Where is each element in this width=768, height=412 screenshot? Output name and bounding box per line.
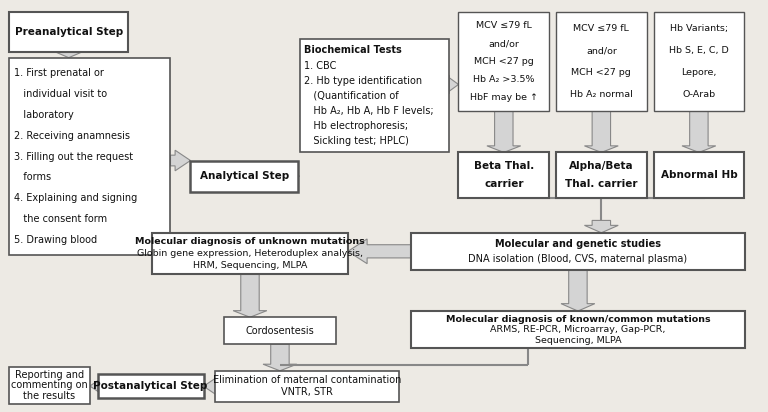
FancyBboxPatch shape: [300, 39, 449, 152]
Polygon shape: [263, 344, 296, 371]
Text: Hb A₂, Hb A, Hb F levels;: Hb A₂, Hb A, Hb F levels;: [304, 106, 434, 116]
Polygon shape: [561, 270, 594, 311]
Text: 4. Explaining and signing: 4. Explaining and signing: [14, 193, 137, 203]
Text: 1. CBC: 1. CBC: [304, 61, 336, 70]
Text: HRM, Sequencing, MLPA: HRM, Sequencing, MLPA: [193, 261, 307, 269]
Polygon shape: [53, 51, 84, 58]
Text: and/or: and/or: [586, 46, 617, 55]
Text: Hb S, E, C, D: Hb S, E, C, D: [669, 46, 729, 55]
FancyBboxPatch shape: [654, 12, 744, 111]
Text: Abnormal Hb: Abnormal Hb: [660, 170, 737, 180]
Text: Preanalytical Step: Preanalytical Step: [15, 27, 123, 37]
Polygon shape: [682, 111, 716, 152]
Text: commenting on: commenting on: [12, 380, 88, 390]
FancyBboxPatch shape: [215, 371, 399, 402]
Text: Molecular diagnosis of unknown mutations: Molecular diagnosis of unknown mutations: [135, 237, 365, 246]
Polygon shape: [348, 239, 411, 264]
FancyBboxPatch shape: [411, 311, 745, 348]
Text: MCV ≤79 fL: MCV ≤79 fL: [574, 24, 629, 33]
FancyBboxPatch shape: [411, 233, 745, 270]
FancyBboxPatch shape: [458, 12, 549, 111]
Text: Reporting and: Reporting and: [15, 370, 84, 379]
FancyBboxPatch shape: [224, 317, 336, 344]
Polygon shape: [170, 150, 190, 171]
FancyBboxPatch shape: [9, 12, 128, 52]
Text: 5. Drawing blood: 5. Drawing blood: [14, 235, 97, 245]
Text: carrier: carrier: [484, 179, 524, 189]
Text: Sickling test; HPLC): Sickling test; HPLC): [304, 136, 409, 146]
Text: 3. Filling out the request: 3. Filling out the request: [14, 152, 133, 162]
Polygon shape: [90, 376, 105, 396]
Text: MCV ≤79 fL: MCV ≤79 fL: [476, 21, 531, 30]
FancyBboxPatch shape: [152, 233, 348, 274]
Polygon shape: [204, 376, 219, 396]
FancyBboxPatch shape: [458, 152, 549, 198]
Text: 1. First prenatal or: 1. First prenatal or: [14, 68, 104, 78]
Text: Beta Thal.: Beta Thal.: [474, 161, 534, 171]
Text: Hb A₂ normal: Hb A₂ normal: [570, 90, 633, 99]
Text: Hb electrophoresis;: Hb electrophoresis;: [304, 121, 409, 131]
FancyBboxPatch shape: [98, 374, 204, 398]
FancyBboxPatch shape: [9, 367, 90, 404]
Text: individual visit to: individual visit to: [14, 89, 107, 99]
Text: MCH <27 pg: MCH <27 pg: [571, 68, 631, 77]
Text: MCH <27 pg: MCH <27 pg: [474, 57, 534, 66]
Text: Biochemical Tests: Biochemical Tests: [304, 45, 402, 56]
Text: Thal. carrier: Thal. carrier: [565, 179, 637, 189]
Text: (Quantification of: (Quantification of: [304, 91, 399, 101]
Text: Molecular and genetic studies: Molecular and genetic studies: [495, 239, 661, 249]
FancyBboxPatch shape: [556, 12, 647, 111]
Text: 2. Hb type identification: 2. Hb type identification: [304, 76, 422, 86]
Polygon shape: [233, 274, 267, 317]
Text: Sequencing, MLPA: Sequencing, MLPA: [535, 336, 621, 345]
Text: the results: the results: [24, 391, 75, 401]
Polygon shape: [584, 111, 618, 152]
Text: and/or: and/or: [488, 39, 519, 48]
Text: Molecular diagnosis of known/common mutations: Molecular diagnosis of known/common muta…: [445, 314, 710, 323]
Text: laboratory: laboratory: [14, 110, 74, 120]
Text: forms: forms: [14, 172, 51, 183]
Text: HbF may be ↑: HbF may be ↑: [470, 93, 538, 102]
Text: Elimination of maternal contamination: Elimination of maternal contamination: [213, 375, 402, 385]
Text: ARMS, RE-PCR, Microarray, Gap-PCR,: ARMS, RE-PCR, Microarray, Gap-PCR,: [490, 325, 666, 334]
Polygon shape: [584, 220, 618, 233]
Text: the consent form: the consent form: [14, 214, 107, 224]
Text: Hb Variants;: Hb Variants;: [670, 24, 728, 33]
Polygon shape: [284, 166, 300, 186]
Text: Globin gene expression, Heteroduplex analysis,: Globin gene expression, Heteroduplex ana…: [137, 249, 363, 258]
Polygon shape: [437, 69, 458, 100]
Text: VNTR, STR: VNTR, STR: [281, 387, 333, 398]
Text: Hb A₂ >3.5%: Hb A₂ >3.5%: [473, 75, 535, 84]
Text: Analytical Step: Analytical Step: [200, 171, 289, 181]
Text: Cordosentesis: Cordosentesis: [246, 325, 314, 336]
Text: 2. Receiving anamnesis: 2. Receiving anamnesis: [14, 131, 130, 141]
Text: O-Arab: O-Arab: [682, 90, 716, 99]
Text: DNA isolation (Blood, CVS, maternal plasma): DNA isolation (Blood, CVS, maternal plas…: [468, 254, 687, 264]
FancyBboxPatch shape: [654, 152, 744, 198]
Polygon shape: [487, 111, 521, 152]
FancyBboxPatch shape: [556, 152, 647, 198]
FancyBboxPatch shape: [190, 161, 298, 192]
FancyBboxPatch shape: [9, 58, 170, 255]
Text: Postanalytical Step: Postanalytical Step: [94, 381, 207, 391]
Text: Lepore,: Lepore,: [681, 68, 717, 77]
Text: Alpha/Beta: Alpha/Beta: [569, 161, 634, 171]
